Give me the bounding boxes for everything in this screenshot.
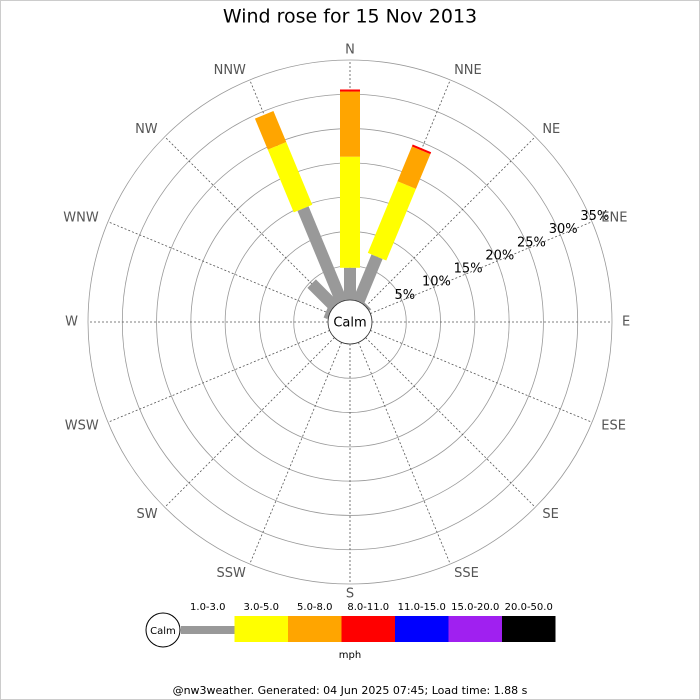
direction-label: WSW	[65, 419, 99, 434]
spoke	[164, 337, 335, 508]
spoke	[107, 221, 330, 314]
legend-swatch	[341, 616, 395, 642]
direction-label: NW	[135, 122, 158, 137]
spoke	[370, 330, 593, 423]
r-tick-label: 20%	[485, 248, 514, 263]
legend-swatch	[502, 616, 556, 642]
bar-segment	[361, 300, 372, 311]
footer: @nw3weather. Generated: 04 Jun 2025 07:4…	[173, 684, 528, 697]
legend-swatch	[288, 616, 342, 642]
legend-swatch	[395, 616, 449, 642]
spoke	[249, 342, 342, 565]
direction-label: SSE	[454, 566, 479, 581]
direction-bar	[340, 89, 360, 300]
bar-segment	[267, 142, 313, 213]
bar-segment	[297, 206, 348, 304]
direction-label: N	[345, 43, 355, 58]
legend-swatch	[448, 616, 502, 642]
legend-label: 3.0-5.0	[244, 602, 279, 613]
direction-bar	[307, 279, 339, 311]
legend-label: 11.0-15.0	[398, 602, 446, 613]
r-tick-label: 10%	[422, 275, 451, 290]
bar-segment	[367, 181, 416, 261]
bar-segment	[307, 279, 339, 311]
spoke	[358, 342, 451, 565]
r-tick-label: 30%	[549, 222, 578, 237]
r-tick-label: 35%	[580, 209, 609, 224]
direction-label: WNW	[63, 210, 99, 225]
calm-circle	[327, 299, 373, 345]
unit-label: mph	[339, 650, 361, 661]
direction-label: NE	[542, 122, 560, 137]
direction-label: NNW	[214, 63, 246, 78]
direction-label: ENE	[601, 210, 627, 225]
bar-segment	[254, 110, 287, 150]
legend-label: 15.0-20.0	[451, 602, 499, 613]
direction-bar	[352, 144, 432, 304]
r-tick-label: 5%	[394, 288, 415, 303]
legend-swatch	[181, 626, 235, 634]
bar-segment	[411, 144, 432, 155]
legend-label: 8.0-11.0	[347, 602, 389, 613]
direction-bar	[361, 300, 372, 311]
direction-label: SSW	[217, 566, 247, 581]
r-tick-label: 15%	[454, 262, 483, 277]
legend-calm	[145, 612, 181, 648]
direction-label: NNE	[454, 63, 482, 78]
legend-label: 1.0-3.0	[190, 602, 225, 613]
legend-label: 5.0-8.0	[297, 602, 332, 613]
chart-title: Wind rose for 15 Nov 2013	[223, 6, 477, 28]
bar-segment	[340, 91, 360, 157]
direction-label: S	[346, 587, 354, 602]
direction-label: W	[65, 315, 78, 330]
bar-segment	[352, 254, 383, 304]
spoke	[365, 337, 536, 508]
direction-bar	[254, 110, 348, 304]
calm-label: Calm	[333, 316, 366, 331]
legend-label: 20.0-50.0	[505, 602, 553, 613]
legend-swatch	[234, 616, 288, 642]
spoke	[365, 136, 536, 307]
spoke	[370, 221, 593, 314]
direction-label: SW	[137, 507, 158, 522]
bar-segment	[397, 146, 431, 189]
r-tick-label: 25%	[517, 235, 546, 250]
grid-ring	[87, 59, 613, 585]
direction-label: E	[622, 315, 630, 330]
spoke	[164, 136, 335, 307]
bar-segment	[340, 156, 360, 268]
bar-segment	[344, 267, 356, 300]
direction-label: ESE	[601, 419, 626, 434]
legend-calm-label: Calm	[150, 626, 176, 637]
bar-segment	[340, 89, 360, 92]
direction-label: SE	[542, 507, 558, 522]
spoke	[107, 330, 330, 423]
